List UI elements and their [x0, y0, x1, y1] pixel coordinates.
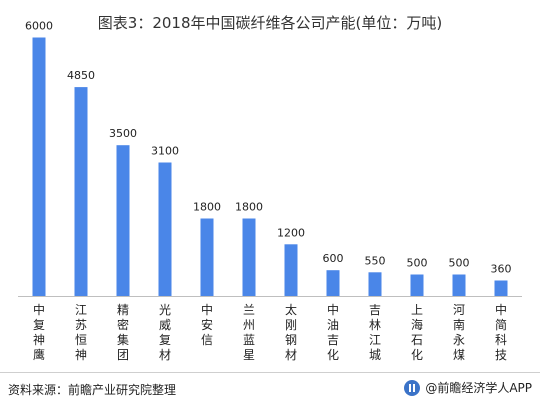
category-label-char: 密	[117, 317, 129, 332]
category-label-char: 化	[327, 348, 339, 362]
bar-value-label: 360	[491, 263, 512, 276]
bar-value-label: 1800	[235, 201, 263, 214]
brand-credit: @前瞻经济学人APP	[404, 379, 532, 396]
bar-value-label: 3500	[109, 127, 137, 140]
category-label-char: 化	[411, 348, 423, 362]
bar-value-label: 6000	[25, 20, 53, 33]
bar-value-label: 550	[365, 254, 386, 267]
category-label-char: 江	[75, 303, 87, 317]
category-label-char: 城	[369, 348, 381, 362]
category-label-char: 集	[117, 332, 129, 347]
category-label-char: 永	[453, 333, 465, 347]
bar	[452, 274, 466, 296]
bar	[284, 244, 298, 296]
category-label-char: 复	[159, 333, 171, 347]
bar-value-label: 3100	[151, 145, 179, 158]
bar	[116, 145, 130, 296]
category-label-char: 中	[495, 302, 507, 317]
category-label-char: 科	[495, 333, 507, 347]
category-label-char: 州	[243, 318, 255, 332]
bar-value-label: 1800	[193, 201, 221, 214]
category-label-char: 鹰	[33, 347, 45, 362]
category-label-char: 神	[33, 333, 45, 347]
category-label-char: 林	[369, 318, 381, 332]
category-label-char: 材	[285, 348, 297, 362]
category-label-char: 钢	[285, 333, 297, 347]
category-label-char: 苏	[75, 318, 87, 332]
category-label-char: 中	[201, 302, 213, 317]
bar-value-label: 500	[449, 257, 470, 270]
bar	[326, 270, 340, 296]
bar-value-label: 4850	[67, 69, 95, 82]
category-label-char: 中	[327, 302, 339, 317]
footer: 资料来源：前瞻产业研究院整理 @前瞻经济学人APP	[0, 372, 540, 410]
category-label-char: 兰	[243, 303, 255, 317]
category-label: 中安信	[201, 302, 213, 347]
brand-text: @前瞻经济学人APP	[425, 381, 532, 395]
category-label-char: 上	[411, 303, 423, 317]
category-label-char: 太	[285, 302, 297, 317]
category-label-char: 刚	[285, 318, 297, 332]
category-label-char: 蓝	[243, 333, 255, 347]
bar-value-label: 500	[407, 257, 428, 270]
bar-value-label: 1200	[277, 226, 305, 239]
category-label-char: 中	[33, 302, 45, 317]
category-label-char: 江	[369, 333, 381, 347]
category-label-char: 复	[33, 318, 45, 332]
category-label-char: 光	[159, 303, 171, 317]
category-labels-group: 中复神鹰江苏恒神精密集团光威复材中安信兰州蓝星太刚钢材中油吉化吉林江城上海石化河…	[33, 302, 507, 362]
category-label-char: 安	[201, 317, 213, 332]
chart-title: 图表3：2018年中国碳纤维各公司产能(单位：万吨)	[97, 14, 443, 32]
category-label-char: 煤	[453, 348, 465, 362]
bar	[242, 218, 256, 296]
category-label-char: 技	[495, 348, 507, 362]
category-label-char: 威	[159, 318, 171, 332]
bar	[74, 87, 88, 296]
bar	[494, 280, 508, 296]
bars-group	[32, 37, 508, 296]
bar	[158, 162, 172, 296]
category-label-char: 石	[411, 333, 423, 347]
category-label-char: 神	[75, 348, 87, 362]
category-label-char: 简	[495, 318, 507, 332]
category-label-char: 材	[159, 348, 171, 362]
category-label-char: 信	[201, 333, 213, 347]
source-note: 资料来源：前瞻产业研究院整理	[8, 383, 177, 397]
bar	[410, 274, 424, 296]
bar	[32, 37, 46, 296]
bar	[368, 272, 382, 296]
category-label-char: 精	[117, 303, 129, 317]
category-label-char: 吉	[369, 303, 381, 317]
brand-logo-icon	[404, 379, 421, 396]
category-label-char: 星	[243, 348, 255, 362]
value-labels-group: 6000 4850 3500 3100 1800 1800 1200 600 550 500 500…	[25, 20, 512, 276]
category-label-char: 海	[411, 317, 423, 332]
category-label-char: 油	[327, 318, 339, 332]
category-label-char: 团	[117, 348, 129, 362]
category-label-char: 吉	[327, 333, 339, 347]
bar	[200, 218, 214, 296]
category-label-char: 南	[453, 317, 465, 332]
category-label-char: 恒	[75, 333, 87, 347]
bar-value-label: 600	[323, 252, 344, 265]
category-label-char: 河	[453, 303, 465, 317]
bar-chart: 6000 4850 3500 3100 1800 1800 1200 600 550 500 500…	[18, 20, 522, 362]
